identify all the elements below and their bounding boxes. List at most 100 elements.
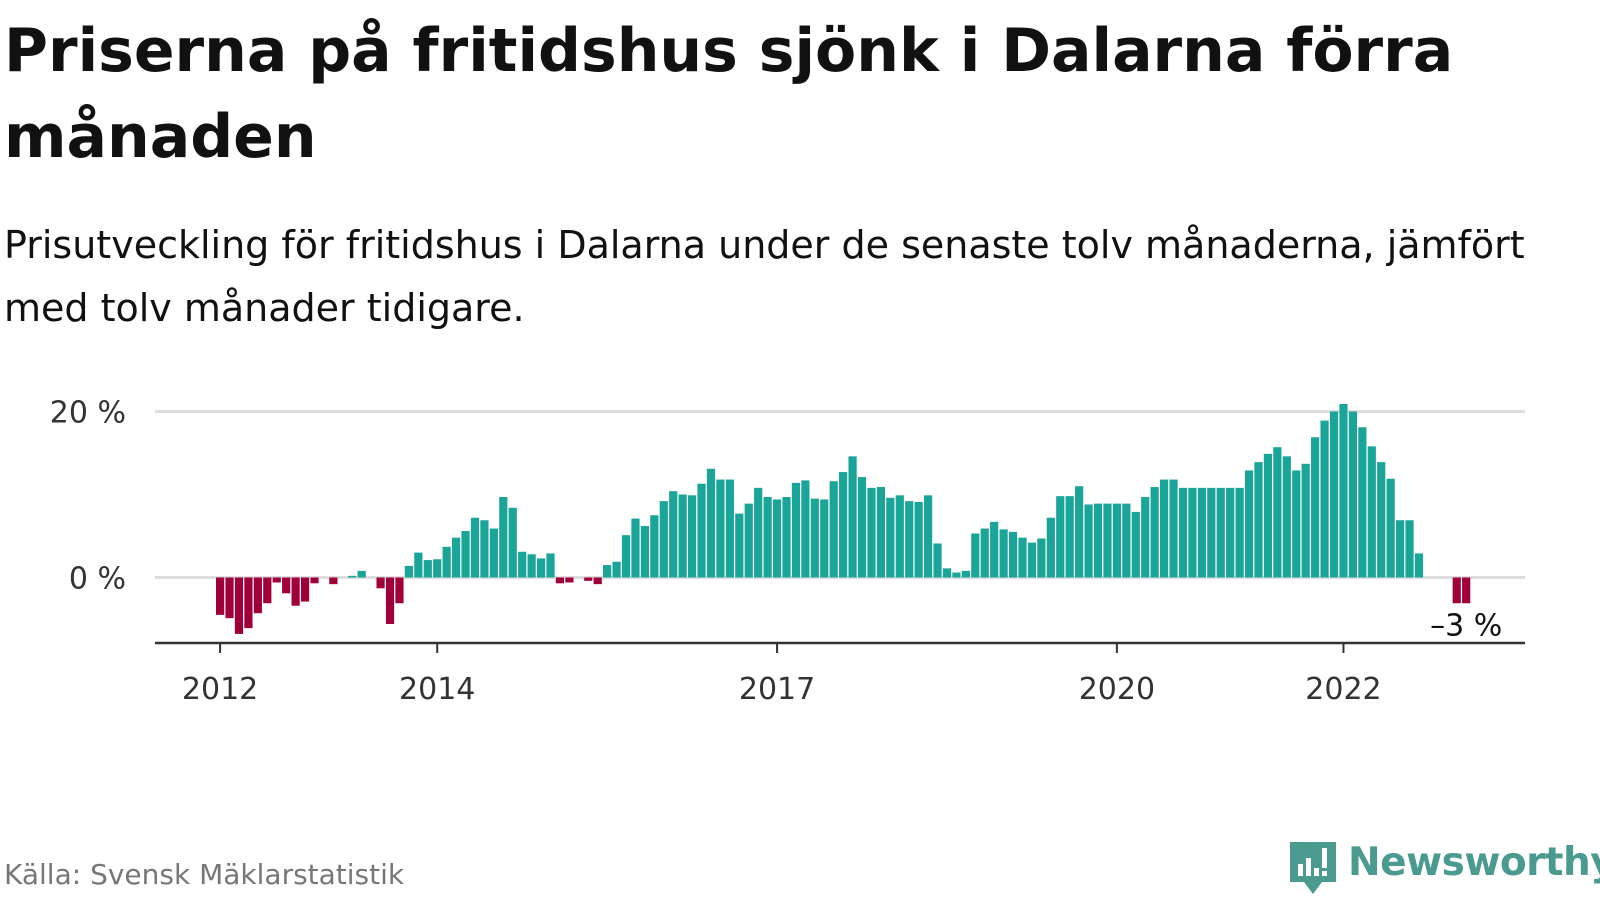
bar — [565, 577, 574, 583]
newsworthy-logo[interactable]: Newsworthy — [1288, 840, 1600, 900]
bar — [1348, 411, 1357, 578]
bar — [1046, 517, 1055, 578]
bar — [234, 577, 244, 634]
bar — [452, 537, 461, 578]
newsworthy-wordmark: Newsworthy — [1348, 840, 1600, 885]
bar — [1131, 511, 1140, 578]
bar — [688, 495, 697, 578]
bar — [1178, 487, 1188, 578]
bar — [1235, 487, 1244, 578]
bar — [886, 497, 895, 578]
bar — [1188, 487, 1197, 578]
bar — [1056, 496, 1065, 578]
bar — [1405, 520, 1414, 578]
bar — [527, 554, 536, 578]
bar — [1169, 479, 1178, 578]
bar — [310, 577, 319, 584]
bar — [1301, 463, 1310, 578]
bar — [1150, 487, 1159, 578]
bar — [905, 501, 914, 578]
bar — [999, 529, 1008, 578]
bar — [725, 479, 734, 578]
bar — [631, 518, 640, 578]
bar — [1282, 456, 1291, 578]
bar — [423, 560, 432, 578]
bar — [1160, 479, 1169, 578]
bar — [385, 577, 395, 624]
bar — [300, 577, 310, 602]
bar — [470, 517, 480, 578]
bar — [706, 468, 716, 578]
source-note: Källa: Svensk Mäklarstatistik — [4, 858, 405, 891]
bar — [433, 559, 442, 578]
bar — [754, 487, 763, 578]
bar — [489, 528, 498, 578]
bar — [442, 546, 451, 578]
bar — [225, 577, 234, 619]
bar — [716, 479, 725, 578]
bar — [1197, 487, 1206, 578]
bar — [1216, 487, 1225, 578]
y-tick-label: 20 % — [50, 396, 126, 431]
bar — [839, 472, 848, 578]
bar — [791, 482, 801, 578]
x-tick-label: 2014 — [399, 672, 475, 707]
bar — [461, 531, 470, 578]
bar — [933, 543, 942, 578]
bar — [348, 575, 357, 578]
bar — [876, 487, 885, 578]
bar — [1386, 478, 1395, 578]
bar — [1377, 462, 1386, 578]
bar — [801, 480, 810, 578]
x-tick-label: 2022 — [1305, 672, 1381, 707]
bar — [1037, 538, 1046, 578]
bar — [536, 558, 546, 578]
bar — [593, 577, 602, 585]
bar — [216, 577, 225, 615]
bar — [1122, 503, 1131, 578]
bar — [1075, 486, 1084, 578]
bar — [1103, 503, 1112, 578]
bar — [640, 526, 649, 578]
bar — [584, 577, 593, 581]
bar — [1320, 420, 1329, 578]
bar — [546, 553, 555, 578]
bar — [848, 456, 857, 578]
bar — [1462, 577, 1471, 604]
bar-chart: 0 % 20 % 2012 2014 2017 2020 2022 –3 % — [50, 396, 1525, 707]
bar — [744, 503, 753, 578]
bar — [244, 577, 253, 629]
bar — [1452, 577, 1461, 604]
bar — [1065, 496, 1074, 578]
bar — [924, 495, 933, 578]
bar — [253, 577, 262, 614]
bar — [1339, 404, 1348, 578]
x-tick-label: 2020 — [1079, 672, 1155, 707]
bar — [518, 551, 527, 578]
bar — [829, 481, 838, 578]
bar — [621, 535, 631, 578]
bar — [282, 577, 291, 594]
bar — [376, 577, 385, 589]
bar — [357, 570, 366, 578]
bar — [735, 513, 744, 578]
y-tick-label: 0 % — [69, 562, 126, 597]
bar — [971, 533, 980, 578]
x-tick-label: 2017 — [739, 672, 815, 707]
bar — [1358, 427, 1367, 578]
bar — [1093, 503, 1103, 578]
bar — [480, 520, 489, 578]
bar — [1226, 487, 1235, 578]
bar — [1396, 520, 1405, 578]
bar — [1311, 437, 1320, 578]
bar — [1207, 487, 1216, 578]
bar — [772, 499, 782, 578]
bar — [272, 577, 281, 583]
bar — [1027, 542, 1037, 578]
bar — [990, 521, 999, 578]
bar — [555, 577, 565, 584]
bar — [329, 577, 338, 585]
x-tick-label: 2012 — [182, 672, 258, 707]
bar — [414, 552, 423, 578]
bar — [857, 477, 867, 578]
